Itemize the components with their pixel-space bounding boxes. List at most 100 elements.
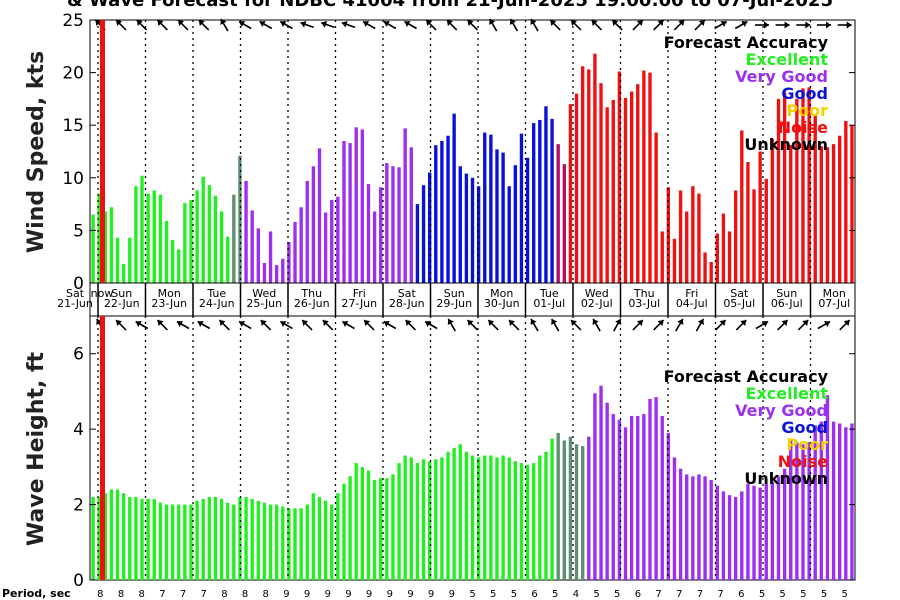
wind-bar bbox=[587, 69, 591, 283]
wave-direction-arrow bbox=[197, 320, 211, 330]
wind-bar bbox=[323, 212, 328, 283]
wave-bar bbox=[336, 493, 340, 580]
wind-bar bbox=[177, 249, 181, 283]
wave-bar bbox=[617, 419, 622, 580]
wave-bar bbox=[354, 463, 358, 580]
wind-bar bbox=[164, 220, 169, 283]
day-labels: Sat21-JunSun22-JunMon23-JunTue24-JunWed2… bbox=[57, 282, 856, 317]
now-line-top bbox=[100, 20, 105, 283]
wind-direction-arrow bbox=[694, 19, 706, 31]
day-of-week-label: Sun bbox=[776, 287, 797, 300]
wave-direction-arrow bbox=[675, 318, 684, 332]
wave-bar bbox=[213, 497, 218, 580]
wind-bar bbox=[391, 166, 395, 283]
wave-bar bbox=[825, 395, 830, 580]
wave-bar bbox=[776, 476, 781, 580]
wave-legend-entry: Excellent bbox=[746, 384, 829, 403]
wave-y-tick-label: 6 bbox=[73, 345, 84, 365]
wave-legend-entry: Good bbox=[781, 418, 828, 437]
period-values: 8 8 8 7 7 7 8 8 8 9 9 9 9 9 9 9 9 9 5 5 5 6 5 4 5 5 6 7 7 7 7 6 5 5 5 5 5 bbox=[97, 589, 848, 600]
date-label: 30-Jun bbox=[484, 297, 520, 310]
wave-bar bbox=[550, 438, 554, 580]
wave-bar bbox=[507, 457, 511, 580]
wave-bar bbox=[103, 493, 107, 580]
period-value: 7 bbox=[159, 589, 165, 600]
wave-bar bbox=[648, 398, 652, 580]
date-label: 01-Jul bbox=[533, 297, 565, 310]
wave-bar bbox=[599, 385, 603, 580]
wind-bar bbox=[287, 241, 291, 283]
wind-y-tick-label: 25 bbox=[62, 11, 84, 31]
wave-direction-arrow bbox=[176, 320, 190, 330]
period-value: 7 bbox=[180, 589, 186, 600]
wave-bar bbox=[201, 498, 205, 580]
wind-bar bbox=[213, 195, 218, 283]
wave-bar bbox=[850, 423, 854, 580]
wind-bar bbox=[379, 187, 383, 283]
wind-bar bbox=[507, 186, 511, 283]
day-of-week-label: Mon bbox=[158, 287, 181, 300]
wave-bar bbox=[587, 436, 591, 580]
wave-bar bbox=[330, 504, 334, 580]
wave-day-gridlines bbox=[97, 316, 812, 580]
wave-bar bbox=[415, 463, 420, 580]
wind-bar bbox=[354, 127, 358, 283]
day-of-week-label: Thu bbox=[633, 287, 655, 300]
wind-y-tick-label: 5 bbox=[73, 221, 84, 241]
wind-direction-arrow bbox=[611, 19, 623, 31]
period-value: 7 bbox=[697, 589, 703, 600]
wave-bar bbox=[403, 455, 407, 580]
wave-legend-entry: Noise bbox=[778, 452, 828, 471]
wave-direction-arrow bbox=[797, 319, 809, 331]
wind-bar bbox=[103, 211, 107, 283]
wind-direction-arrow bbox=[714, 20, 728, 30]
wave-bar bbox=[281, 506, 285, 580]
wind-bar bbox=[727, 231, 732, 283]
wave-bar bbox=[372, 480, 377, 580]
wind-bar bbox=[195, 190, 199, 283]
wind-direction-arrow bbox=[383, 20, 397, 30]
wave-bar bbox=[538, 455, 542, 580]
wave-bar bbox=[226, 502, 230, 580]
wave-bar bbox=[232, 504, 236, 580]
wind-bar bbox=[660, 231, 664, 283]
wind-y-tick-label: 0 bbox=[73, 274, 84, 294]
wind-bar bbox=[691, 186, 695, 283]
wave-direction-arrow bbox=[613, 318, 622, 332]
wind-bar bbox=[623, 97, 628, 283]
wave-bar bbox=[623, 427, 628, 580]
wave-bar bbox=[519, 463, 524, 580]
wind-bar bbox=[299, 207, 303, 283]
wind-bar bbox=[807, 87, 811, 283]
wind-bar bbox=[268, 231, 273, 283]
wind-legend-entry: Excellent bbox=[746, 50, 829, 69]
day-of-week-label: Tue bbox=[539, 287, 559, 300]
wind-bar bbox=[801, 88, 805, 283]
wave-legend-entry: Very Good bbox=[735, 401, 828, 420]
period-value: 5 bbox=[469, 589, 475, 600]
wave-bar bbox=[611, 414, 615, 580]
wind-bar bbox=[789, 145, 793, 283]
wave-bar bbox=[654, 397, 658, 580]
wind-bar bbox=[495, 149, 499, 283]
period-value: 9 bbox=[366, 589, 372, 600]
wind-bar bbox=[562, 164, 566, 283]
wind-bar bbox=[648, 72, 652, 283]
day-of-week-label: Sat bbox=[730, 287, 749, 300]
wave-direction-arrow bbox=[447, 318, 456, 332]
wind-bar bbox=[752, 189, 756, 283]
date-label: 03-Jul bbox=[628, 297, 660, 310]
wave-bar bbox=[727, 495, 732, 580]
wind-bar bbox=[397, 167, 401, 283]
wave-bar bbox=[256, 500, 260, 580]
wave-bar bbox=[801, 444, 805, 580]
wind-direction-arrow bbox=[446, 19, 458, 31]
wind-bar bbox=[703, 252, 707, 283]
wave-bar bbox=[434, 459, 438, 580]
day-of-week-label: Sun bbox=[444, 287, 465, 300]
wave-direction-arrow bbox=[218, 319, 230, 331]
period-value: 9 bbox=[345, 589, 351, 600]
wave-bar bbox=[556, 432, 560, 580]
wind-direction-arrow bbox=[115, 19, 127, 31]
